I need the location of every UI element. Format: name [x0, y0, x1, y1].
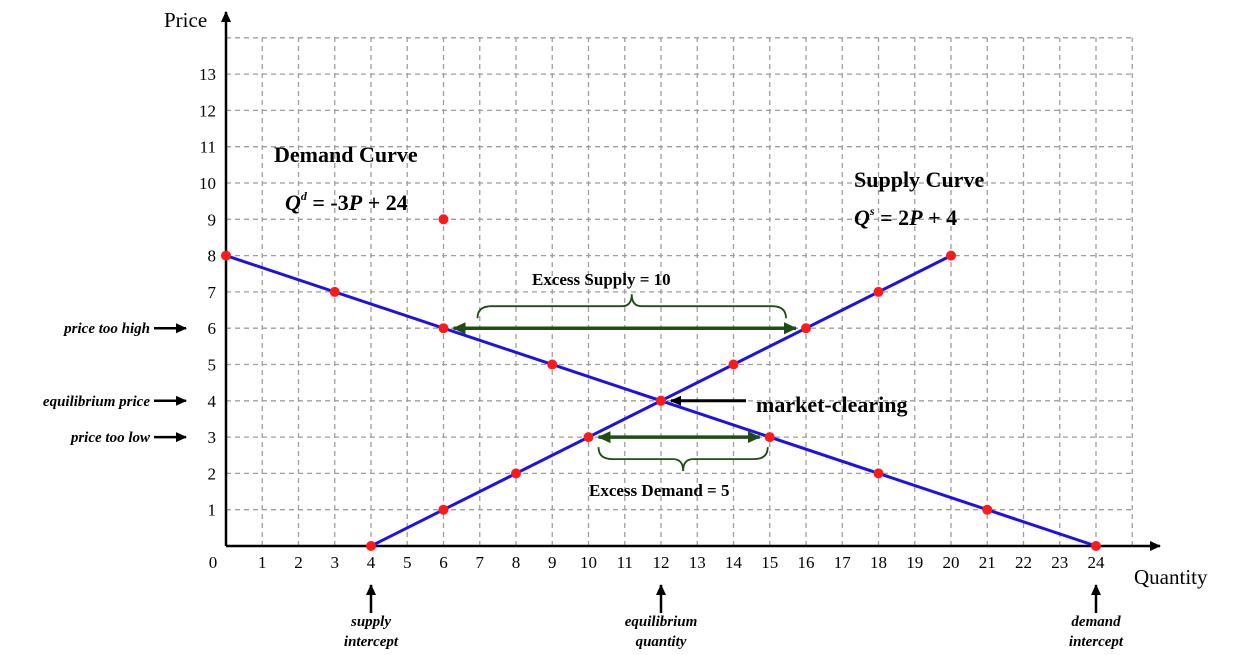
y-tick-label: 6 — [208, 319, 217, 338]
x-tick-label: 15 — [761, 553, 778, 572]
x-axis-title: Quantity — [1134, 565, 1208, 589]
price-note-label: price too high — [62, 321, 150, 337]
x-tick-label: 11 — [617, 553, 633, 572]
quantity-note-line2: intercept — [344, 634, 399, 650]
quantity-note-line1: demand — [1071, 614, 1121, 630]
grid — [226, 37, 1133, 546]
y-tick-label: 12 — [199, 101, 216, 120]
y-tick-label: 10 — [199, 174, 216, 193]
x-tick-label: 5 — [403, 553, 412, 572]
quantity-note-line1: supply — [350, 614, 391, 630]
price-note-label: equilibrium price — [43, 394, 150, 410]
demand-point — [438, 323, 449, 334]
y-tick-label: 8 — [208, 247, 217, 266]
quantity-note-line1: equilibrium — [625, 614, 698, 630]
x-tick-label: 4 — [367, 553, 376, 572]
demand-point — [1091, 541, 1101, 551]
y-tick-label: 9 — [208, 210, 217, 229]
y-axis-title: Price — [164, 8, 207, 32]
y-tick-label: 4 — [208, 392, 217, 411]
x-tick-label: 6 — [439, 553, 448, 572]
supply-point — [656, 395, 666, 406]
demand-point — [764, 432, 775, 443]
stray-point — [438, 214, 449, 225]
x-tick-label: 22 — [1015, 553, 1032, 572]
demand-curve-title: Demand Curve — [274, 142, 418, 167]
x-tick-label: 1 — [258, 553, 267, 572]
demand-point — [982, 504, 993, 515]
quantity-note-line2: quantity — [636, 634, 687, 650]
x-tick-label: 14 — [725, 553, 743, 572]
x-tick-label: 17 — [834, 553, 852, 572]
y-tick-label: 11 — [200, 138, 216, 157]
excess-demand-brace — [597, 447, 769, 472]
demand-point — [547, 359, 558, 370]
supply-curve-title: Supply Curve — [854, 167, 984, 192]
x-tick-label: 10 — [580, 553, 597, 572]
supply-point — [366, 541, 376, 551]
demand-point — [873, 468, 884, 479]
x-tick-label: 16 — [798, 553, 815, 572]
x-tick-label: 7 — [476, 553, 485, 572]
data-points — [221, 214, 1101, 551]
excess-supply-label: Excess Supply = 10 — [532, 270, 671, 289]
axes — [221, 11, 1161, 551]
x-tick-label: 8 — [512, 553, 521, 572]
supply-point — [801, 323, 811, 334]
supply-point — [583, 432, 594, 443]
demand-point — [221, 250, 231, 261]
y-tick-label: 1 — [208, 501, 217, 520]
demand-point — [329, 286, 340, 297]
supply-point — [438, 504, 449, 515]
supply-point — [728, 359, 739, 370]
y-tick-label: 5 — [208, 356, 217, 375]
supply-point — [946, 250, 956, 261]
market-clearing-label: market-clearing — [756, 392, 908, 417]
tick-labels: 0 1 2 3 4 5 6 7 8 9 10 11 12 13 14 15 16 17 18 19 20 21 22 23 24… — [199, 65, 1105, 572]
price-note-label: price too low — [69, 430, 151, 446]
gap-arrows — [452, 294, 797, 472]
y-tick-label: 13 — [199, 65, 216, 84]
x-tick-label: 0 — [209, 553, 218, 572]
supply-point — [511, 468, 521, 479]
supply-equation: Qs = 2P + 4 — [854, 204, 957, 230]
annotations: price too high equilibrium price price too… — [43, 321, 1124, 650]
x-tick-label: 18 — [870, 553, 887, 572]
x-tick-label: 12 — [653, 553, 670, 572]
excess-demand-label: Excess Demand = 5 — [589, 481, 730, 500]
quantity-note-line2: intercept — [1069, 634, 1124, 650]
x-tick-label: 9 — [548, 553, 557, 572]
x-tick-label: 21 — [979, 553, 996, 572]
x-tick-label: 19 — [906, 553, 923, 572]
x-tick-label: 20 — [943, 553, 960, 572]
x-tick-label: 2 — [294, 553, 303, 572]
y-tick-label: 2 — [208, 464, 217, 483]
excess-supply-brace — [476, 294, 787, 319]
demand-equation: Qd = -3P + 24 — [285, 189, 408, 215]
y-tick-label: 7 — [208, 283, 217, 302]
x-tick-label: 13 — [689, 553, 706, 572]
x-tick-label: 3 — [331, 553, 340, 572]
x-tick-label: 23 — [1051, 553, 1068, 572]
x-tick-label: 24 — [1088, 553, 1106, 572]
y-tick-label: 3 — [208, 428, 217, 447]
supply-point — [873, 286, 884, 297]
